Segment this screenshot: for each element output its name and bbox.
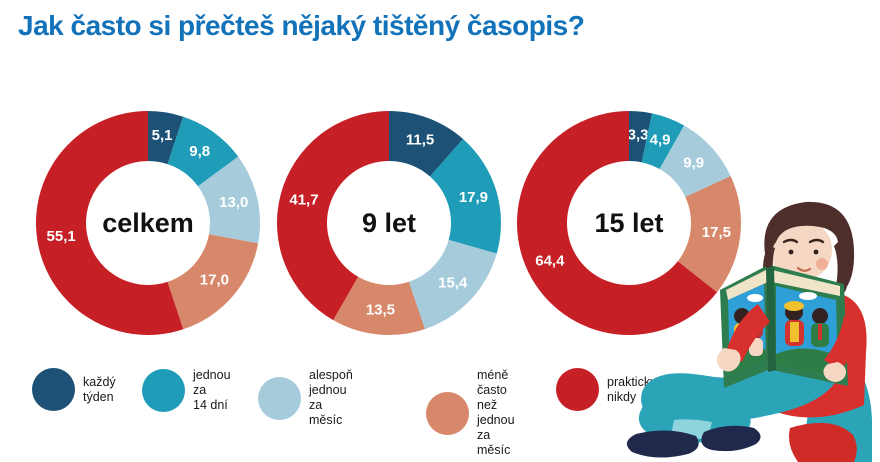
donut-chart-svg: 3,3 4,9 9,9 17,5 64,4 [517,111,741,335]
donut-slice-1 [167,116,239,187]
donut-chart-9let: 11,5 17,9 15,4 13,5 41,7 9 let [275,109,503,337]
legend-swatch-icon [32,368,75,411]
slice-value-label: 3,3 [628,126,649,143]
slice-value-label: 41,7 [289,191,318,208]
legend-item-kazdy-tyden: každý týden [32,368,116,411]
donut-slice-2 [659,125,731,197]
donut-chart-svg: 5,1 9,8 13,0 17,0 55,1 [36,111,260,335]
slice-value-label: 17,0 [200,272,229,289]
donut-slice-0 [389,111,464,177]
slice-value-label: 17,5 [702,224,731,241]
legend-label: jednou za 14 dní [193,368,231,412]
donut-slice-2 [408,239,497,330]
page-title: Jak často si přečteš nějaký tištěný časo… [18,10,585,41]
legend-swatch-icon [556,368,599,411]
donut-chart-celkem: 5,1 9,8 13,0 17,0 55,1 celkem [34,109,262,337]
slice-value-label: 9,8 [189,143,210,160]
slice-value-label: 11,5 [406,132,434,149]
donut-slice-1 [430,138,501,254]
donut-slice-1 [641,113,685,170]
slice-value-label: 55,1 [47,228,76,245]
legend-item-alespon-jednou-za-mesic: alespoň jednou za měsíc [258,368,353,428]
slice-value-label: 4,9 [650,132,671,149]
slice-value-label: 5,1 [152,127,173,144]
donut-slice-3 [677,175,741,293]
legend-item-jednou-za-14-dni: jednou za 14 dní [142,368,231,413]
legend-item-prakticky-nikdy: prakticky nikdy [556,368,656,411]
reading-person-illustration [626,201,872,462]
donut-slice-2 [197,156,260,244]
donut-slice-3 [167,234,259,330]
legend-label: každý týden [83,374,116,404]
legend-swatch-icon [142,369,185,412]
donut-slice-3 [333,276,425,335]
slice-value-label: 9,9 [683,154,704,171]
slice-value-label: 17,9 [459,189,488,206]
legend-label: alespoň jednou za měsíc [309,368,353,427]
donut-chart-15let: 3,3 4,9 9,9 17,5 64,4 15 let [515,109,743,337]
slice-value-label: 13,5 [366,302,395,319]
slice-value-label: 15,4 [438,275,468,292]
legend-label: méně často než jednou za měsíc [477,368,515,457]
donut-slice-4 [517,111,718,335]
legend-label: prakticky nikdy [607,374,657,404]
legend-swatch-icon [258,376,301,420]
slice-value-label: 64,4 [535,252,565,269]
slice-value-label: 13,0 [219,194,248,211]
legend-swatch-icon [426,391,469,435]
legend-item-mene-casto: méně často než jednou za měsíc [426,368,515,458]
donut-slice-4 [276,111,389,321]
donut-slice-0 [629,111,653,163]
donut-chart-svg: 11,5 17,9 15,4 13,5 41,7 [276,111,501,335]
donut-slice-0 [148,111,184,165]
donut-slice-4 [36,111,184,335]
